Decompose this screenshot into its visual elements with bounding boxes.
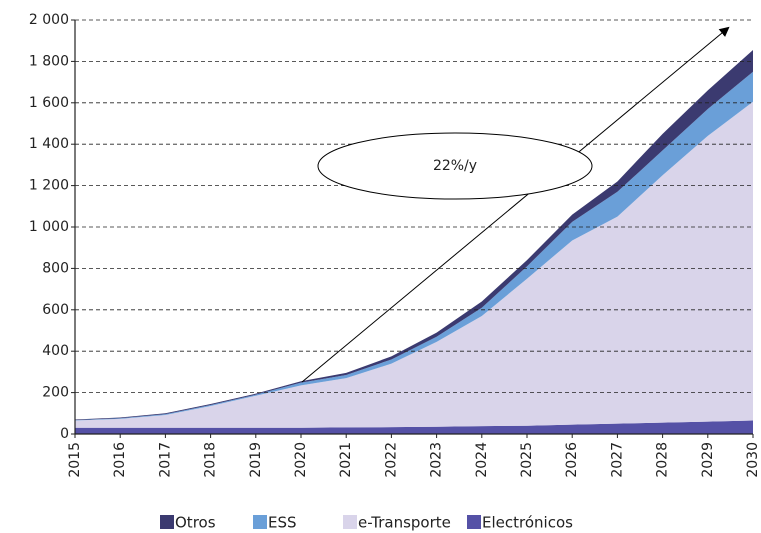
x-tick-label: 2017 [157, 442, 173, 478]
y-tick-label: 200 [42, 385, 69, 401]
ticks: 0 200 400 600 800 1 000 1 200 1 400 1 600 1 800 2 … [29, 12, 761, 478]
x-tick-label: 2025 [519, 442, 535, 478]
area [75, 101, 753, 428]
legend-swatch [253, 515, 267, 529]
annotation-ellipse [317, 132, 593, 200]
y-tick-label: 800 [42, 260, 69, 276]
y-tick-label: 0 [60, 426, 69, 442]
legend-swatch [343, 515, 357, 529]
legend-label: Otros [175, 514, 216, 532]
x-tick-label: 2022 [383, 442, 399, 478]
y-tick-label: 1 000 [29, 219, 69, 235]
legend-swatch [467, 515, 481, 529]
grid [75, 19, 753, 394]
y-tick-label: 400 [42, 343, 69, 359]
legend: Otros ESS e-Transporte Electrónicos [160, 514, 573, 532]
x-tick-label: 2019 [248, 442, 264, 478]
x-tick-label: 2023 [429, 442, 445, 478]
legend-label: Electrónicos [482, 514, 573, 532]
area [75, 71, 753, 421]
y-tick-label: 2 000 [29, 12, 69, 28]
legend-swatch [160, 515, 174, 529]
annotation: 22%/y [433, 158, 477, 174]
x-tick-label: 2021 [338, 442, 354, 478]
x-tick-label: 2028 [655, 442, 671, 478]
x-tick-label: 2029 [700, 442, 716, 478]
legend-label: e-Transporte [358, 514, 451, 532]
x-tick-label: 2026 [564, 442, 580, 478]
legend-label: ESS [268, 514, 297, 532]
y-tick-label: 1 200 [29, 178, 69, 194]
x-tick-label: 2018 [203, 442, 219, 478]
areas [75, 50, 753, 434]
x-tick-label: 2016 [112, 442, 128, 478]
y-tick-label: 1 400 [29, 136, 69, 152]
x-tick-label: 2024 [474, 442, 490, 478]
growth-arrow [301, 26, 730, 383]
x-tick-label: 2027 [609, 442, 625, 478]
area [75, 420, 753, 434]
x-tick-label: 2020 [293, 442, 309, 478]
x-tick-label: 2015 [67, 442, 83, 478]
area [75, 50, 753, 421]
y-tick-label: 600 [42, 302, 69, 318]
x-tick-label: 2030 [745, 442, 761, 478]
y-tick-label: 1 800 [29, 53, 69, 69]
y-tick-label: 1 600 [29, 95, 69, 111]
